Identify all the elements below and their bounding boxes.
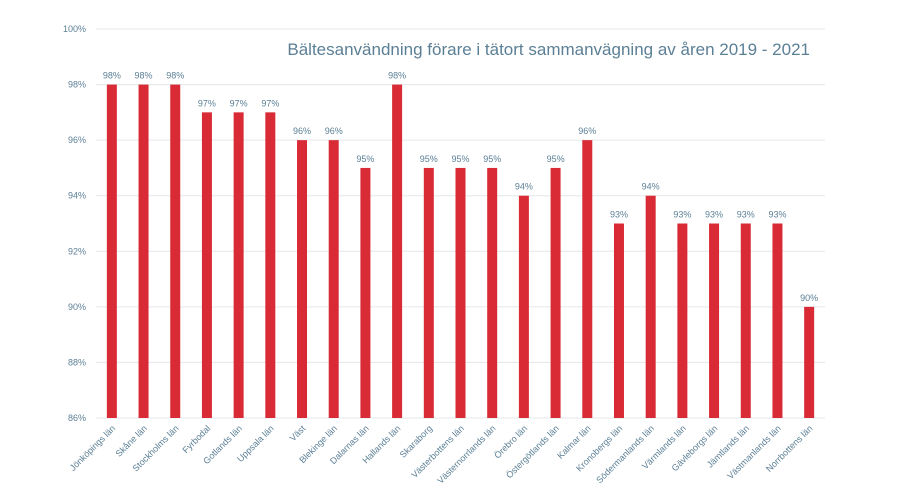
bar: [709, 223, 720, 418]
data-label: 95%: [451, 154, 469, 164]
y-axis: 86% 88% 90% 92% 94% 96% 98% 100%: [63, 24, 86, 423]
bar: [772, 223, 783, 418]
x-tick-label: Väst: [288, 423, 308, 443]
x-tick-label: Fyrbodal: [181, 423, 213, 455]
data-label: 98%: [103, 71, 121, 81]
data-label: 95%: [547, 154, 565, 164]
data-label: 93%: [673, 210, 691, 220]
data-label: 96%: [293, 126, 311, 136]
bar: [677, 223, 688, 418]
bar: [297, 140, 308, 418]
bar: [645, 195, 656, 418]
bar: [201, 112, 212, 418]
data-labels: 98% 98% 98% 97% 97% 97% 96% 96% 95% 98% 95% 95% 95% 9…: [103, 71, 818, 303]
bar: [423, 167, 434, 418]
bar: [550, 167, 561, 418]
x-tick-label: Södermanlands län: [594, 423, 656, 485]
x-tick-label: Västmanlands län: [725, 423, 783, 481]
data-label: 97%: [230, 98, 248, 108]
data-label: 93%: [737, 210, 755, 220]
data-label: 98%: [388, 71, 406, 81]
y-tick-label: 100%: [63, 24, 86, 34]
data-label: 95%: [420, 154, 438, 164]
bar: [360, 167, 371, 418]
bar: [265, 112, 276, 418]
data-label: 90%: [800, 293, 818, 303]
bar: [328, 140, 339, 418]
y-tick-label: 94%: [68, 191, 86, 201]
y-tick-label: 98%: [68, 80, 86, 90]
data-label: 93%: [768, 210, 786, 220]
x-tick-label: Jönköpings län: [68, 423, 118, 473]
data-label: 97%: [198, 98, 216, 108]
chart-title: Bältesanvändning förare i tätort sammanv…: [287, 40, 810, 59]
data-label: 96%: [325, 126, 343, 136]
bar: [392, 84, 403, 419]
bar: [487, 167, 498, 418]
data-label: 98%: [166, 71, 184, 81]
y-tick-label: 88%: [68, 357, 86, 367]
data-label: 96%: [578, 126, 596, 136]
y-tick-label: 92%: [68, 246, 86, 256]
bar: [455, 167, 466, 418]
data-label: 93%: [610, 210, 628, 220]
bar: [233, 112, 244, 418]
bar: [804, 306, 815, 418]
data-label: 95%: [483, 154, 501, 164]
bar: [613, 223, 624, 418]
x-tick-label: Västernorrlands län: [435, 423, 497, 485]
bar: [582, 140, 593, 418]
y-tick-label: 96%: [68, 135, 86, 145]
data-label: 94%: [642, 182, 660, 192]
data-label: 98%: [135, 71, 153, 81]
bar: [106, 84, 117, 419]
bar: [740, 223, 751, 418]
data-label: 97%: [261, 98, 279, 108]
data-label: 93%: [705, 210, 723, 220]
bar: [518, 195, 529, 418]
bars: [106, 84, 815, 419]
data-label: 95%: [356, 154, 374, 164]
y-tick-label: 90%: [68, 302, 86, 312]
bar: [170, 84, 181, 419]
data-label: 94%: [515, 182, 533, 192]
y-tick-label: 86%: [68, 413, 86, 423]
bar: [138, 84, 149, 419]
